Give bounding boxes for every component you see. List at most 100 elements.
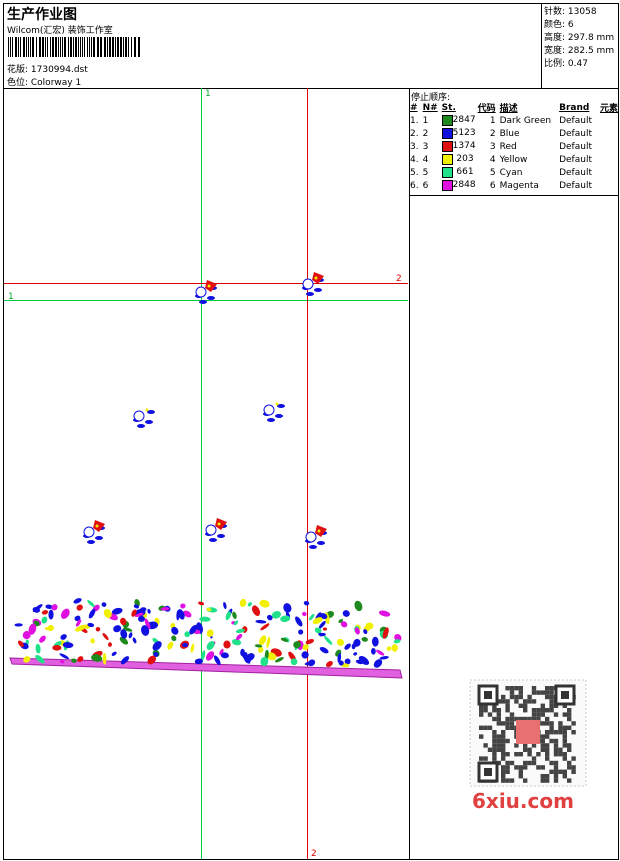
bar-stripe [120,37,122,57]
bar-stripe [20,37,21,57]
qr-cell [501,765,506,770]
qr-cell [501,734,506,739]
border-motif [91,654,103,662]
bar-stripe [123,37,124,57]
bar-stripe [70,37,72,57]
leaf [87,540,95,544]
stitches: 2848 [440,179,476,192]
design-area: 1 1 2 2 [4,88,408,859]
border-motif [252,605,261,617]
center [145,408,149,412]
info-box: 针数: 13058 颜色: 6 高度: 297.8 mm 宽度: 282.5 mm 比例… [544,6,614,71]
qr-cell [492,756,497,761]
qr-cell [483,708,488,713]
qr-cell [545,708,550,713]
bar-stripe [55,37,57,57]
border-motif [259,635,267,646]
qr-cell [558,721,563,726]
swatch [441,167,453,178]
qr-cell [531,760,537,766]
qr-cell [492,730,497,735]
qr-cell [487,725,493,730]
qr-cell [545,778,550,783]
qr-cell [523,760,528,766]
border-motif [266,652,277,661]
border-motif [180,603,186,609]
border-motif [171,626,179,635]
leaf [147,410,155,414]
stop-index: 4. [410,154,419,165]
qr-cell [545,694,550,700]
qr-cell [549,694,554,700]
qr-finder [484,691,492,699]
border-motif [382,627,389,639]
qr-cell [505,778,510,783]
bar-stripe [28,37,29,57]
qr-cell [558,730,563,735]
qr-cell [496,699,501,704]
border-motif [22,630,31,640]
qr-cell [531,690,537,695]
qr-cell [549,725,554,730]
bar-stripe [107,37,108,57]
stop-index: 3. [410,141,419,152]
qr-cell [483,725,488,730]
qr-code [469,679,587,787]
qr-cell [479,756,484,761]
qr-cell [496,734,501,739]
border-motif [77,656,84,663]
needle: 1 [422,115,429,126]
qr-cell [496,721,501,726]
border-motif [176,609,180,621]
brand: Default [559,115,592,126]
qr-cell [527,752,532,757]
center [217,522,221,526]
needle: 2 [422,128,429,139]
bar-stripe [42,37,44,57]
border-motif [167,641,174,650]
bar-stripe [109,37,111,57]
watermark: 6xiu.com [472,789,574,813]
border-motif [235,628,245,634]
needle: 5 [422,167,429,178]
qr-cell [531,743,537,748]
leaf [207,296,215,300]
bar-stripe [75,37,77,57]
qr-cell [558,752,563,757]
border-motif [340,621,348,628]
border-motif [219,648,224,656]
qr-cell [496,743,501,748]
qr-cell [509,760,515,766]
qr-cell [567,716,572,722]
border-motif [87,622,95,628]
qr-cell [509,778,515,783]
border-motif [267,614,273,621]
border-motif [213,655,221,666]
qr-cell [571,769,576,774]
bar-stripe [117,37,119,57]
border-motif [87,600,95,608]
qr-cell [505,760,510,766]
qr-cell [514,743,519,748]
border-motif [183,610,192,618]
qr-cell [501,721,506,726]
qr-cell [509,686,515,691]
border-motif [206,641,215,651]
qr-cell [549,730,554,735]
qr-cell [492,734,497,739]
qr-cell [518,694,523,700]
stitch-count: 2848 [452,180,476,190]
center [317,529,321,533]
border-motif [337,652,342,663]
bar-stripe [138,37,140,57]
qr-cell [571,730,576,735]
border-motif [223,640,231,649]
guide-label: 2 [311,849,317,859]
border-motif [74,615,81,622]
border-motif [111,651,117,656]
brand: Default [559,128,592,139]
bar-stripe [80,37,81,57]
qr-cell [536,690,541,695]
info-row: 宽度: 282.5 mm [544,45,614,58]
center [275,402,279,406]
